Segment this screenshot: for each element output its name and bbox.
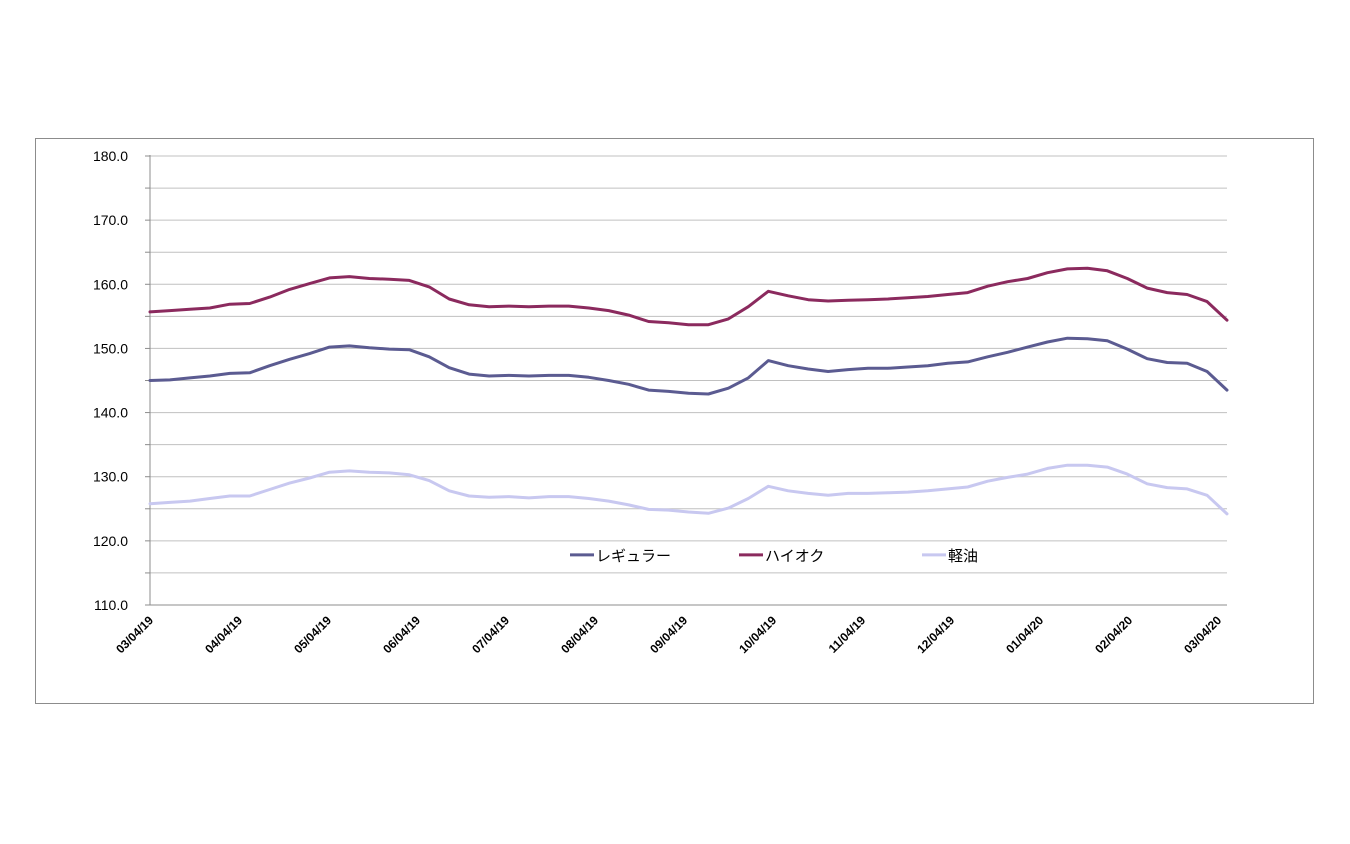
x-tick-labels: 03/04/19 04/04/19 05/04/19 06/04/19 07/04/19…: [113, 613, 1224, 656]
x-tick-label: 12/04/19: [914, 613, 957, 656]
y-tick-label: 150.0: [93, 340, 128, 356]
x-tick-label: 08/04/19: [558, 613, 601, 656]
series-line: [148, 266, 1229, 327]
x-tick-label: 03/04/19: [113, 613, 156, 656]
y-tick-label: 110.0: [94, 597, 128, 613]
y-tick-label: 120.0: [93, 533, 128, 549]
series-line: [148, 463, 1229, 516]
series-lines: [148, 266, 1229, 516]
x-tick-label: 11/04/19: [826, 613, 869, 656]
line-chart: 110.0 120.0 130.0 140.0 150.0 160.0 170.0 180.0…: [93, 148, 1229, 656]
legend: レギュラー ハイオク 軽油: [570, 548, 978, 565]
legend-label: レギュラー: [596, 548, 671, 565]
y-tick-label: 180.0: [93, 148, 128, 164]
y-tick-label: 170.0: [93, 212, 128, 228]
x-tick-label: 03/04/20: [1181, 613, 1224, 656]
y-tick-label: 160.0: [93, 276, 128, 292]
y-tick-label: 130.0: [93, 469, 128, 485]
x-tick-label: 01/04/20: [1003, 613, 1046, 656]
x-tick-label: 09/04/19: [647, 613, 690, 656]
legend-label: ハイオク: [765, 548, 824, 565]
legend-label: 軽油: [948, 548, 978, 565]
x-tick-label: 02/04/20: [1092, 613, 1135, 656]
x-tick-label: 07/04/19: [469, 613, 512, 656]
y-tick-labels: 110.0 120.0 130.0 140.0 150.0 160.0 170.0 180.0: [93, 148, 128, 613]
y-tick-label: 140.0: [93, 405, 128, 421]
chart-frame: 110.0 120.0 130.0 140.0 150.0 160.0 170.0 180.0…: [35, 138, 1314, 704]
x-tick-label: 04/04/19: [202, 613, 245, 656]
x-tick-label: 06/04/19: [380, 613, 423, 656]
x-tick-label: 10/04/19: [736, 613, 779, 656]
x-tick-label: 05/04/19: [291, 613, 334, 656]
gridlines: [150, 155, 1227, 574]
series-line: [148, 336, 1229, 396]
